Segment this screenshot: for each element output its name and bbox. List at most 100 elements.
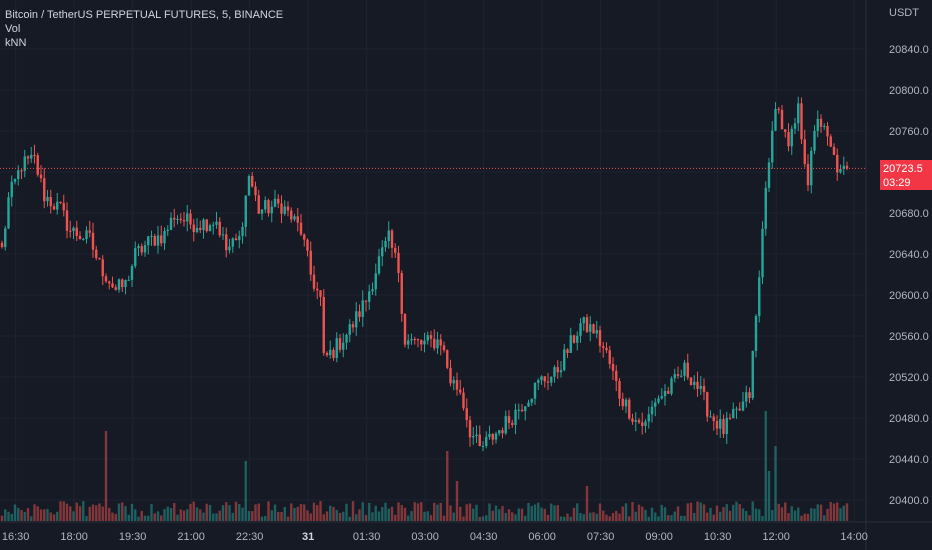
- candle-body: [23, 156, 26, 171]
- candle-body: [293, 216, 296, 220]
- volume-bar: [517, 508, 520, 521]
- volume-bar: [91, 504, 95, 521]
- volume-bar: [660, 504, 663, 521]
- volume-bar: [59, 501, 62, 521]
- volume-indicator-label[interactable]: Vol: [5, 23, 21, 35]
- volume-bar: [108, 507, 111, 521]
- volume-bar: [166, 506, 169, 521]
- candle-body: [182, 220, 186, 222]
- candle-body: [663, 390, 667, 397]
- candle-body: [589, 324, 592, 332]
- candle-body: [225, 234, 228, 251]
- volume-bar: [816, 504, 819, 521]
- candle-body: [241, 226, 244, 236]
- volume-bar: [218, 510, 221, 521]
- volume-bar: [351, 501, 355, 521]
- volume-bar: [709, 507, 712, 521]
- volume-bar: [485, 515, 488, 521]
- volume-bar: [75, 502, 78, 521]
- candle-body: [319, 290, 322, 297]
- candle-body: [504, 416, 507, 434]
- candle-body: [371, 289, 374, 292]
- volume-bar: [283, 506, 286, 521]
- volume-bar: [533, 504, 537, 521]
- candle-body: [439, 339, 442, 346]
- candle-body: [254, 186, 257, 196]
- volume-bar: [498, 509, 501, 521]
- volume-bar: [13, 504, 17, 521]
- candle-body: [91, 232, 95, 250]
- chart-legend: Bitcoin / TetherUS PERPETUAL FUTURES, 5,…: [5, 8, 283, 50]
- volume-bar: [52, 514, 56, 521]
- symbol-title[interactable]: Bitcoin / TetherUS PERPETUAL FUTURES, 5,…: [5, 9, 284, 21]
- volume-bar: [342, 511, 345, 521]
- volume-bar: [683, 515, 686, 521]
- candle-body: [342, 342, 345, 350]
- candle-body: [446, 350, 449, 368]
- volume-bar: [520, 508, 524, 521]
- y-tick-label: 20400.0: [889, 495, 929, 507]
- volume-bar: [537, 502, 540, 521]
- candle-body: [738, 408, 741, 411]
- volume-bar: [481, 516, 485, 521]
- candle-body: [413, 339, 416, 341]
- volume-bar: [819, 504, 823, 521]
- candle-body: [465, 408, 468, 421]
- candle-body: [452, 380, 455, 384]
- candle-body: [605, 347, 608, 351]
- volume-bar: [462, 516, 465, 521]
- candle-body: [598, 330, 602, 347]
- x-tick-label: 01:30: [353, 531, 381, 543]
- candle-body: [368, 291, 371, 302]
- volume-bar: [754, 508, 758, 521]
- candle-body: [283, 206, 286, 214]
- volume-bar: [745, 511, 748, 521]
- volume-bar: [62, 501, 65, 521]
- volume-bar: [780, 507, 784, 521]
- volume-bar: [241, 507, 244, 521]
- candle-body: [576, 335, 579, 343]
- volume-bar: [546, 514, 550, 521]
- candle-body: [364, 300, 368, 302]
- volume-bar: [338, 512, 342, 521]
- volume-bar: [377, 511, 381, 521]
- knn-indicator-label[interactable]: kNN: [5, 37, 27, 49]
- volume-bar: [553, 505, 556, 521]
- candle-body: [156, 235, 160, 246]
- volume-bar: [124, 506, 127, 521]
- volume-bar: [670, 515, 673, 521]
- volume-bar: [394, 514, 397, 521]
- volume-bar: [673, 511, 676, 521]
- candle-body: [335, 338, 338, 358]
- volume-bar: [504, 512, 507, 521]
- volume-bar: [543, 508, 546, 521]
- candle-body: [244, 195, 247, 227]
- volume-bar: [823, 515, 826, 521]
- volume-bar: [641, 506, 644, 521]
- volume-bar: [85, 516, 88, 521]
- volume-bar: [247, 510, 251, 521]
- candle-body: [56, 201, 59, 210]
- volume-bar: [442, 515, 446, 521]
- volume-bar: [644, 509, 647, 521]
- candle-body: [592, 324, 595, 334]
- bar-countdown: 03:29: [883, 177, 911, 189]
- candle-body: [569, 335, 572, 354]
- candle-body: [751, 350, 754, 398]
- volume-bar: [173, 503, 176, 521]
- volume-bar: [758, 509, 761, 521]
- candle-body: [228, 246, 231, 251]
- volume-bar: [686, 503, 689, 521]
- candle-body: [810, 150, 813, 186]
- volume-bar: [595, 513, 598, 521]
- candle-body: [667, 390, 670, 394]
- volume-bar: [199, 509, 202, 521]
- volume-bar: [361, 502, 364, 521]
- candle-body: [173, 217, 176, 220]
- volume-bar: [82, 501, 85, 521]
- volume-bar: [17, 507, 20, 521]
- candle-body: [377, 256, 381, 274]
- volume-bar: [127, 514, 130, 521]
- volume-bar: [345, 503, 348, 521]
